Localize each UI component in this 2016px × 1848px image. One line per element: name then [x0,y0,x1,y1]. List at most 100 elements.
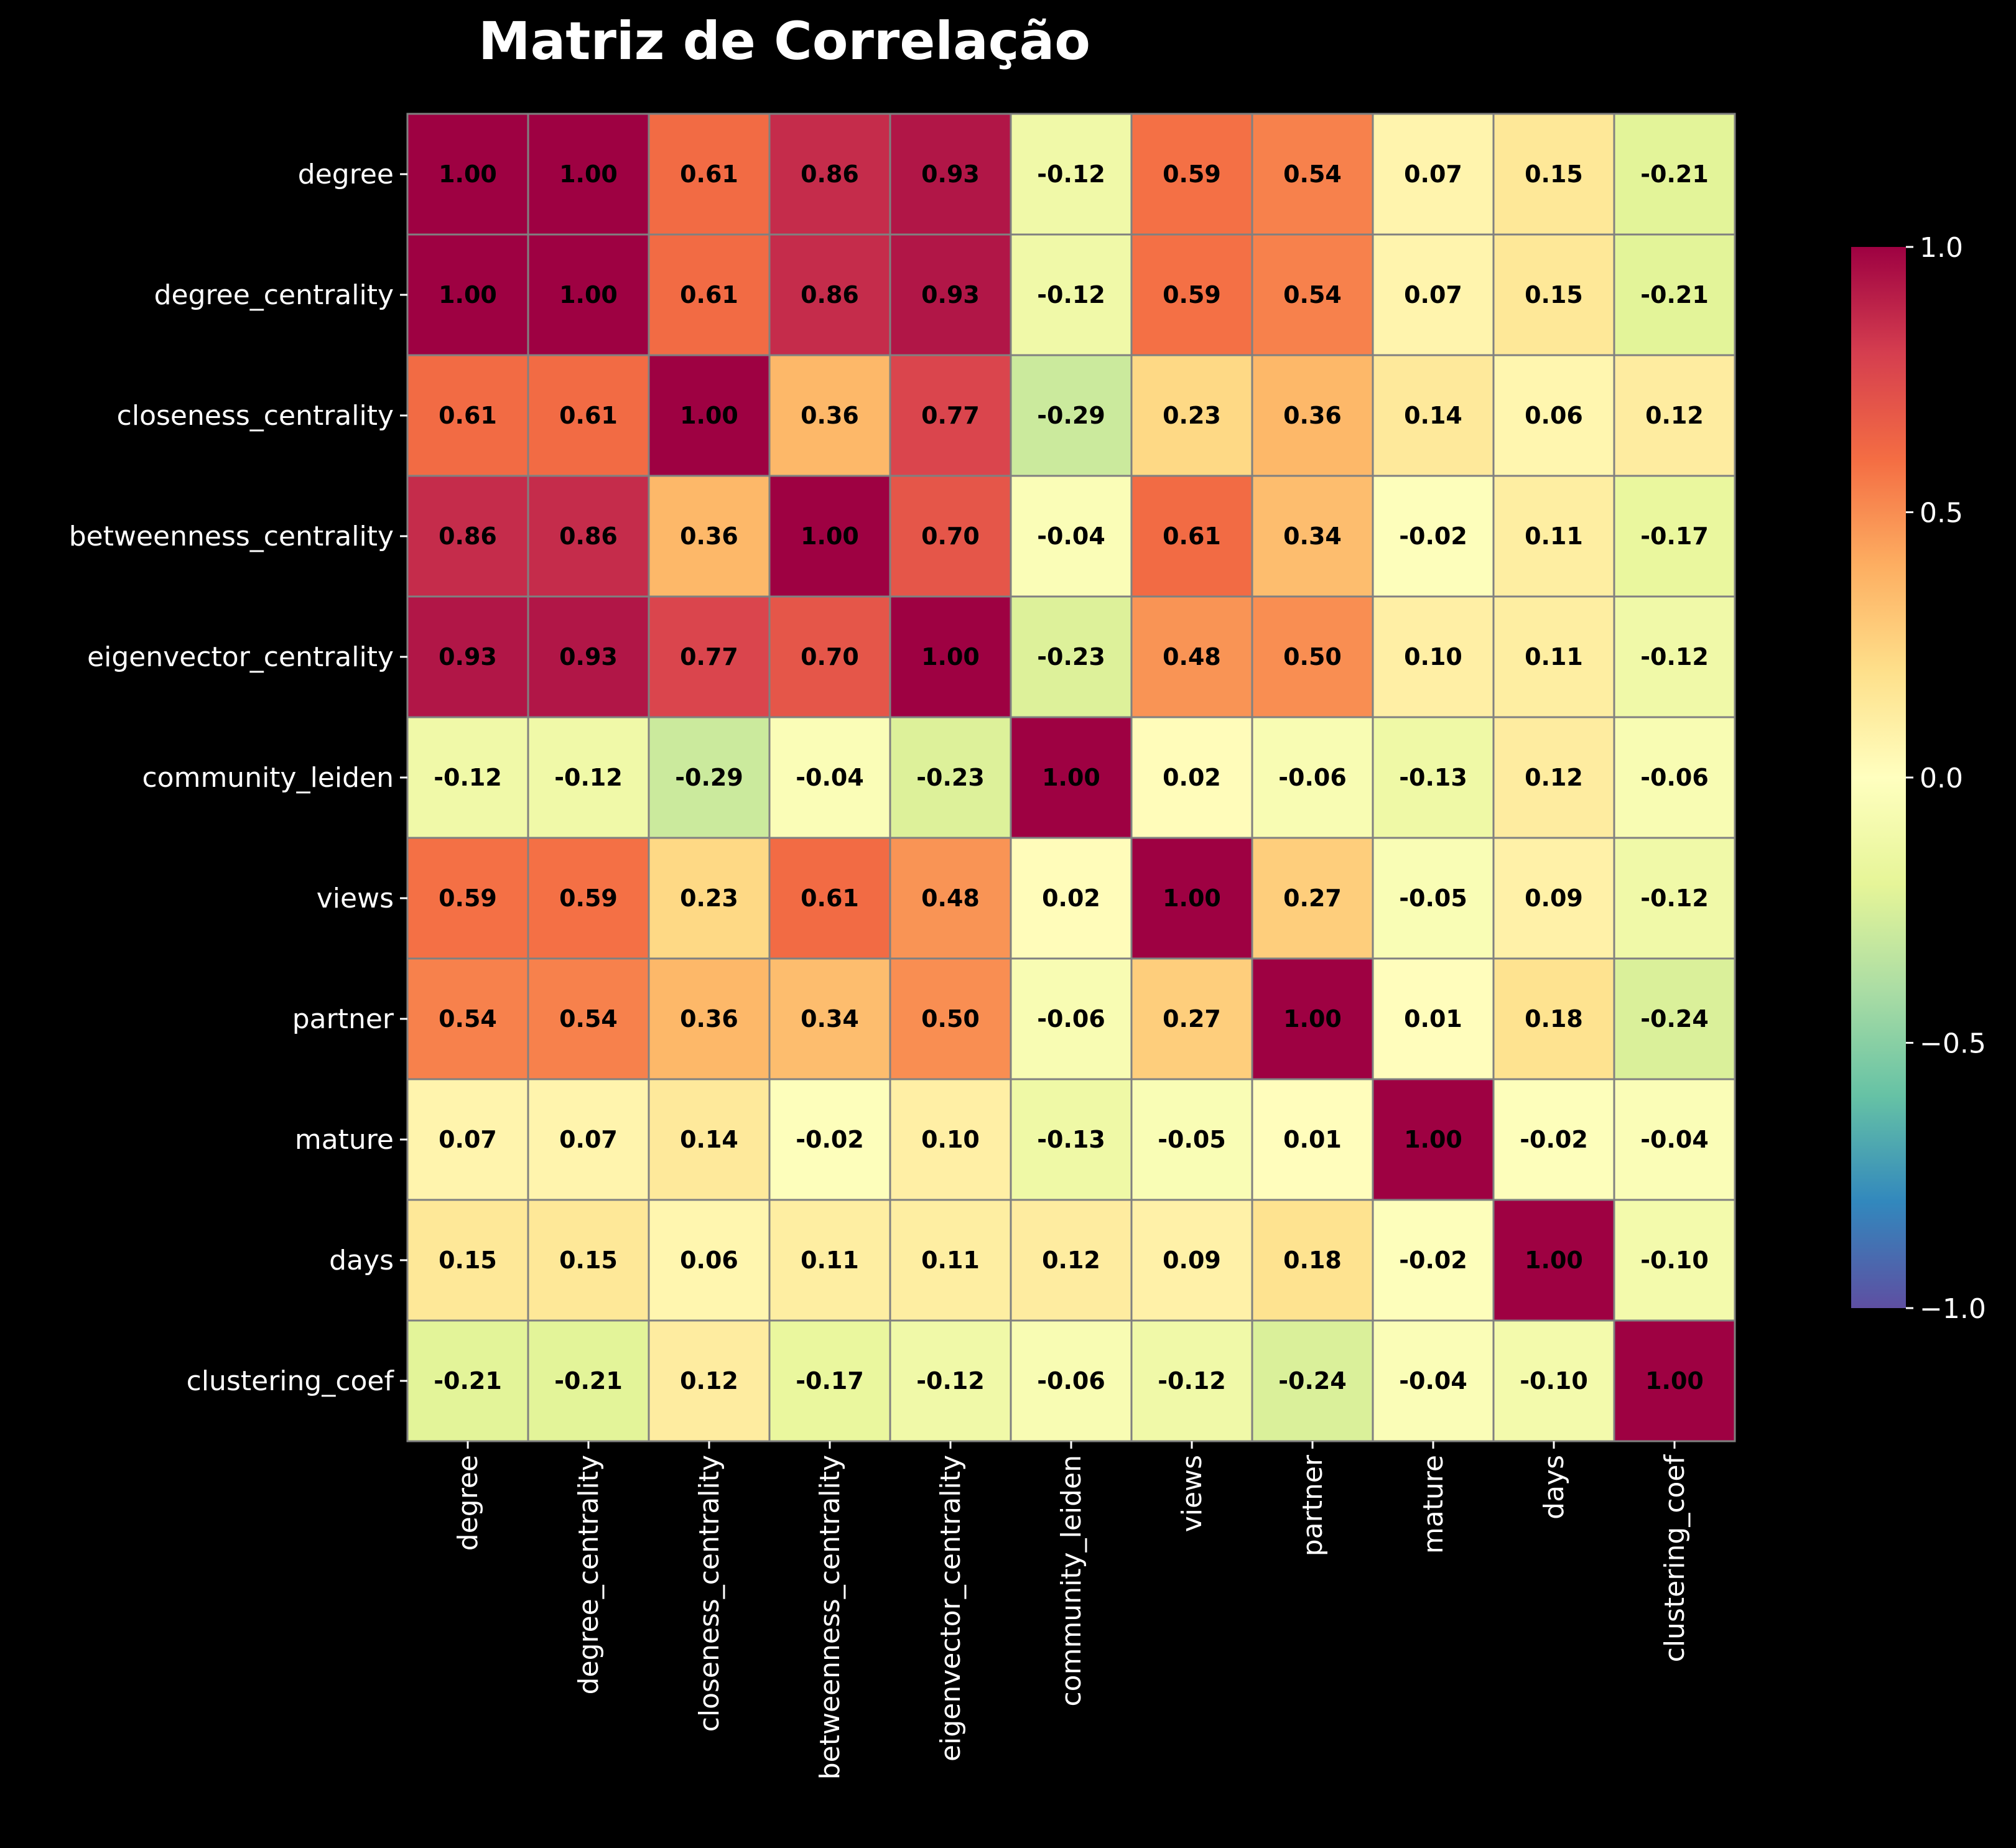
cell-value-label: -0.21 [1640,160,1709,188]
heatmap-cell [1251,957,1374,1080]
cell-value-label: 0.11 [1525,643,1583,671]
heatmap-cell [768,113,891,236]
heatmap-cell [1492,1078,1615,1201]
cell-value-label: -0.24 [1640,1005,1709,1033]
heatmap-cell [1010,716,1133,839]
heatmap-cell [1372,233,1495,356]
y-tick-label: partner [292,1003,394,1035]
heatmap-cell [527,1319,650,1442]
cell-value-label: 0.36 [680,522,738,550]
heatmap-annotations: 1.00 1.00 0.61 0.86 0.93 -0.12 0.59 0.54 0.07 0.1… [434,160,1709,1395]
cell-value-label: -0.10 [1640,1247,1709,1274]
cell-value-label: 0.86 [559,522,618,550]
cell-value-label: 0.07 [1404,160,1462,188]
cell-value-label: 0.02 [1042,885,1100,912]
heatmap-cell [1251,837,1374,960]
cell-value-label: -0.17 [796,1367,864,1395]
cell-value-label: 0.11 [921,1247,980,1274]
heatmap-cell [527,837,650,960]
x-tick-label: partner [1297,1454,1329,1556]
heatmap-cell [1130,957,1253,1080]
heatmap-cell [889,354,1012,477]
cell-value-label: 0.15 [1525,281,1583,309]
heatmap-cell [406,354,529,477]
heatmap-cell [1372,1078,1495,1201]
x-tick-label: community_leiden [1056,1455,1087,1707]
heatmap-cell [889,1319,1012,1442]
cell-value-label: 0.93 [559,643,618,671]
heatmap-cell [1613,1199,1736,1322]
heatmap-cell [406,1078,529,1201]
cell-value-label: 0.59 [559,885,618,912]
cell-value-label: -0.05 [1158,1126,1226,1153]
x-tick-label: days [1538,1455,1570,1520]
heatmap-cell [1010,595,1133,718]
heatmap-cell [768,957,891,1080]
heatmap-cell [406,1199,529,1322]
heatmap-cell [648,233,771,356]
cell-value-label: 0.61 [559,402,618,429]
cell-value-label: 0.12 [1525,764,1583,791]
x-tick-label: degree_centrality [573,1455,605,1694]
cell-value-label: 0.93 [921,281,980,309]
heatmap-cell [1010,837,1133,960]
cell-value-label: 0.01 [1283,1126,1342,1153]
heatmap-cell [527,595,650,718]
heatmap-cell [1613,837,1736,960]
cell-value-label: 0.70 [921,522,980,550]
heatmap-cell [1613,716,1736,839]
cell-value-label: 0.48 [1163,643,1221,671]
cell-value-label: -0.04 [1640,1126,1709,1153]
cell-value-label: 0.09 [1163,1247,1221,1274]
heatmap-cell [406,233,529,356]
cell-value-label: 0.54 [1283,281,1342,309]
cell-value-label: 0.54 [559,1005,618,1033]
colorbar-gradient [1851,247,1906,1308]
cell-value-label: 1.00 [1645,1367,1704,1395]
heatmap-cell [768,475,891,598]
cell-value-label: 1.00 [1042,764,1100,791]
cell-value-label: -0.06 [1037,1367,1105,1395]
y-tick-label: closeness_centrality [117,400,394,432]
heatmap-cells [406,113,1736,1442]
y-tick-label: community_leiden [142,762,394,794]
heatmap-cell [1613,354,1736,477]
cell-value-label: -0.29 [675,764,743,791]
cell-value-label: 0.61 [1163,522,1221,550]
x-tick-label: degree [452,1455,484,1551]
cell-value-label: -0.17 [1640,522,1709,550]
heatmap-cell [1372,1319,1495,1442]
cell-value-label: 1.00 [1525,1247,1583,1274]
heatmap-cell [527,113,650,236]
cell-value-label: 0.34 [1283,522,1342,550]
heatmap-cell [648,1199,771,1322]
y-tick-label: clustering_coef [187,1365,395,1397]
heatmap-cell [1613,1319,1736,1442]
cell-value-label: -0.12 [1037,160,1105,188]
cell-value-label: -0.12 [1037,281,1105,309]
heatmap-cell [1613,957,1736,1080]
x-tick-label: mature [1418,1455,1449,1554]
cell-value-label: 0.86 [801,160,859,188]
heatmap-cell [648,354,771,477]
cell-value-label: 0.77 [921,402,980,429]
heatmap-cell [1010,1078,1133,1201]
heatmap-cell [1372,1199,1495,1322]
cell-value-label: -0.21 [1640,281,1709,309]
heatmap-cell [648,1319,771,1442]
heatmap-cell [889,595,1012,718]
y-tick-label: days [329,1245,394,1276]
cell-value-label: -0.10 [1520,1367,1588,1395]
heatmap-cell [527,957,650,1080]
heatmap-cell [1492,837,1615,960]
heatmap-cell [1010,957,1133,1080]
heatmap-cell [1010,475,1133,598]
cell-value-label: -0.02 [796,1126,864,1153]
cell-value-label: -0.06 [1037,1005,1105,1033]
cell-value-label: 0.10 [921,1126,980,1153]
heatmap-cell [1613,1078,1736,1201]
heatmap-cell [768,716,891,839]
heatmap-cell [889,233,1012,356]
cell-value-label: -0.29 [1037,402,1105,429]
cell-value-label: 0.54 [1283,160,1342,188]
